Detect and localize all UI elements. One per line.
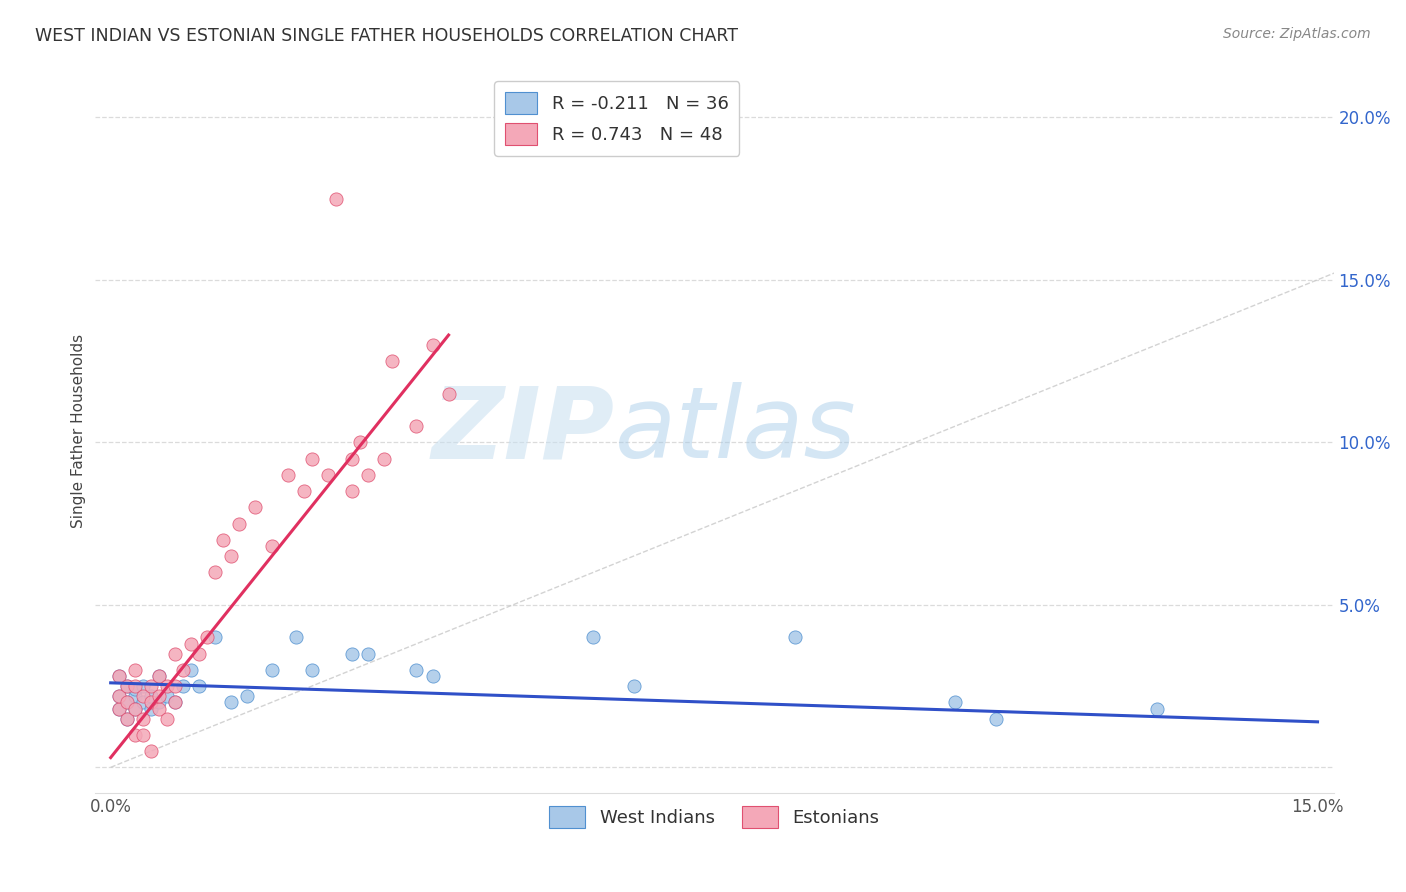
Point [139, 744, 162, 758]
Point [132, 728, 155, 742]
Point [195, 630, 218, 644]
Point [357, 467, 380, 482]
Point [945, 695, 967, 709]
Point [124, 702, 146, 716]
Point [357, 647, 380, 661]
Point [340, 451, 363, 466]
Point [124, 728, 146, 742]
Point [422, 669, 444, 683]
Point [139, 689, 162, 703]
Point [260, 539, 283, 553]
Point [115, 712, 138, 726]
Point [172, 663, 194, 677]
Point [107, 689, 129, 703]
Point [984, 712, 1007, 726]
Point [139, 679, 162, 693]
Point [204, 630, 226, 644]
Point [148, 689, 170, 703]
Point [107, 702, 129, 716]
Point [156, 679, 179, 693]
Text: ZIP: ZIP [432, 383, 614, 479]
Point [783, 630, 806, 644]
Point [1146, 702, 1168, 716]
Point [325, 192, 347, 206]
Point [301, 663, 323, 677]
Point [107, 702, 129, 716]
Point [349, 435, 371, 450]
Y-axis label: Single Father Households: Single Father Households [72, 334, 86, 528]
Legend: West Indians, Estonians: West Indians, Estonians [541, 798, 886, 835]
Point [115, 679, 138, 693]
Point [277, 467, 299, 482]
Point [156, 712, 179, 726]
Point [188, 679, 211, 693]
Point [132, 689, 155, 703]
Point [124, 682, 146, 697]
Point [301, 451, 323, 466]
Point [188, 647, 211, 661]
Point [107, 669, 129, 683]
Point [228, 516, 250, 531]
Point [132, 679, 155, 693]
Point [284, 630, 307, 644]
Point [623, 679, 645, 693]
Point [204, 566, 226, 580]
Point [221, 695, 243, 709]
Point [340, 647, 363, 661]
Point [139, 695, 162, 709]
Point [212, 533, 235, 547]
Point [139, 702, 162, 716]
Point [245, 500, 267, 515]
Text: WEST INDIAN VS ESTONIAN SINGLE FATHER HOUSEHOLDS CORRELATION CHART: WEST INDIAN VS ESTONIAN SINGLE FATHER HO… [35, 27, 738, 45]
Point [163, 679, 186, 693]
Point [124, 679, 146, 693]
Point [582, 630, 605, 644]
Point [292, 484, 315, 499]
Text: atlas: atlas [614, 383, 856, 479]
Point [124, 702, 146, 716]
Point [180, 637, 202, 651]
Point [163, 695, 186, 709]
Point [180, 663, 202, 677]
Point [115, 695, 138, 709]
Point [148, 669, 170, 683]
Point [163, 647, 186, 661]
Point [340, 484, 363, 499]
Point [132, 695, 155, 709]
Point [107, 689, 129, 703]
Point [172, 679, 194, 693]
Point [124, 689, 146, 703]
Point [148, 695, 170, 709]
Point [163, 695, 186, 709]
Point [422, 338, 444, 352]
Point [148, 702, 170, 716]
Text: Source: ZipAtlas.com: Source: ZipAtlas.com [1223, 27, 1371, 41]
Point [260, 663, 283, 677]
Point [107, 669, 129, 683]
Point [115, 679, 138, 693]
Point [316, 467, 339, 482]
Point [156, 689, 179, 703]
Point [132, 712, 155, 726]
Point [148, 669, 170, 683]
Point [437, 386, 460, 401]
Point [115, 712, 138, 726]
Point [405, 419, 427, 434]
Point [124, 663, 146, 677]
Point [373, 451, 395, 466]
Point [221, 549, 243, 563]
Point [405, 663, 427, 677]
Point [115, 695, 138, 709]
Point [236, 689, 259, 703]
Point [381, 354, 404, 368]
